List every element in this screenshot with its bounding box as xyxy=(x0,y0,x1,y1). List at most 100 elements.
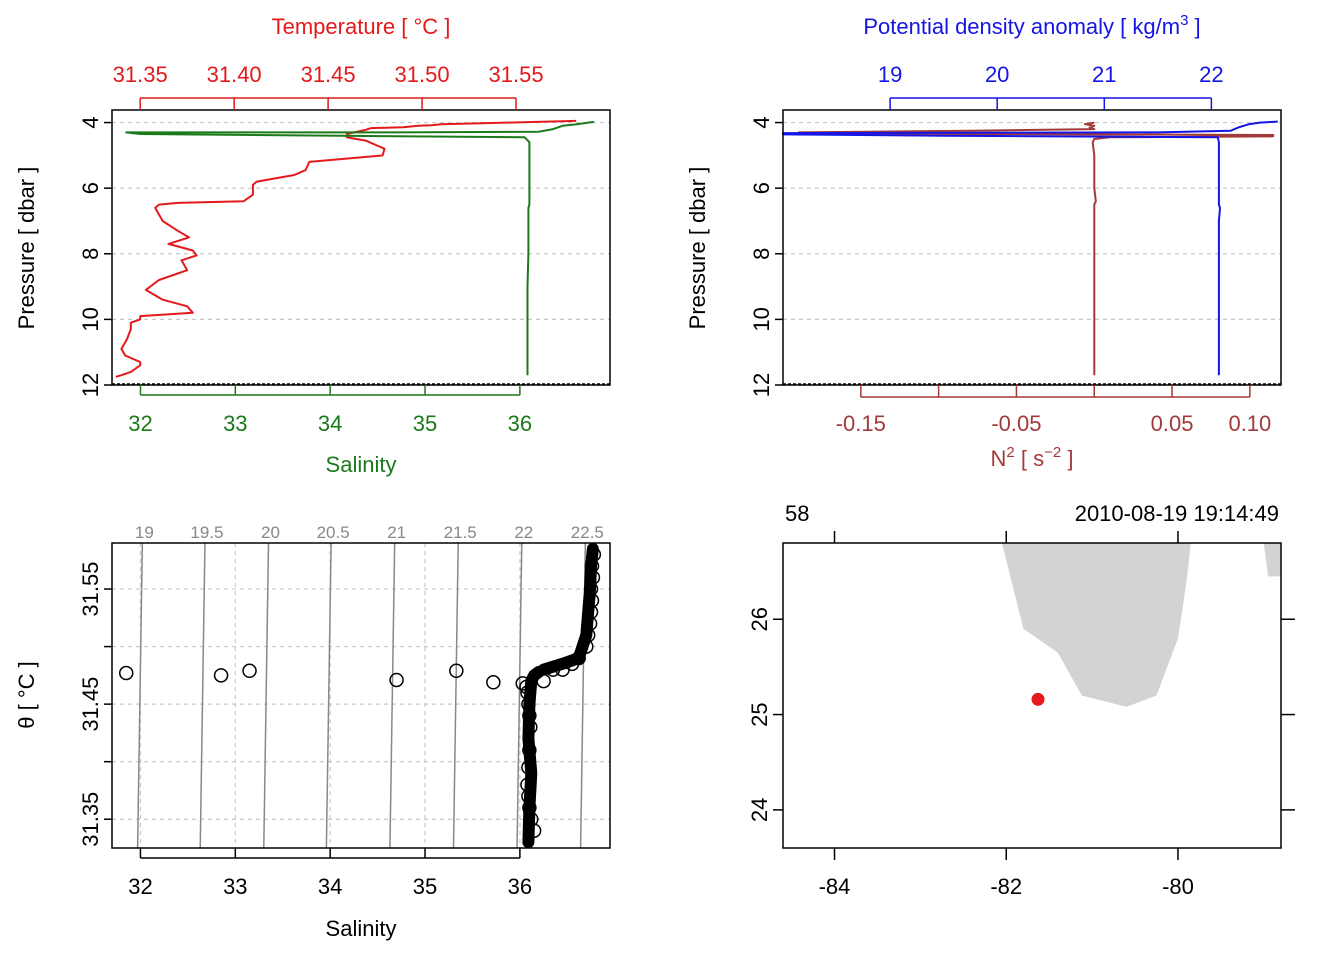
ts-salinity-tick-label: 36 xyxy=(508,874,532,899)
panel1-grid xyxy=(112,121,610,386)
pressure-tick-label: 12 xyxy=(78,373,103,397)
panel2-frame xyxy=(782,109,1282,386)
density-axis-title: Potential density anomaly [ kg/m3 ] xyxy=(863,12,1200,39)
isopycnal-label: 20.5 xyxy=(317,523,350,542)
salinity-tick-label: 33 xyxy=(223,411,247,436)
ts-salinity-tick-label: 32 xyxy=(128,874,152,899)
n2-tick-label: 0.10 xyxy=(1228,411,1271,436)
panel3-axes: 32 33 34 35 36 31.35 31.45 31.55 xyxy=(78,562,532,899)
ts-salinity-tick-label: 33 xyxy=(223,874,247,899)
panel3-frame xyxy=(111,542,611,849)
salinity-tick-label: 34 xyxy=(318,411,342,436)
land-polygon xyxy=(1001,543,1191,707)
latitude-tick-label: 25 xyxy=(747,702,772,726)
panel1-frame xyxy=(111,109,611,386)
ts-point xyxy=(242,663,257,679)
pressure-tick-label: 6 xyxy=(749,182,774,194)
panel-station-map: -84 -82 -80 24 25 26 58 2010-08-19 19:14:49 xyxy=(747,501,1295,899)
station-marker xyxy=(1031,692,1045,706)
ts-salinity-tick-label: 35 xyxy=(413,874,437,899)
pressure-tick-label: 8 xyxy=(749,248,774,260)
salinity-tick-label: 35 xyxy=(413,411,437,436)
longitude-tick-label: -82 xyxy=(990,874,1022,899)
isopycnal-label: 21.5 xyxy=(444,523,477,542)
temperature-tick-label: 31.45 xyxy=(301,62,356,87)
density-tick-label: 21 xyxy=(1092,62,1116,87)
isopycnal-label: 20 xyxy=(261,523,280,542)
station-time-label: 2010-08-19 19:14:49 xyxy=(1075,501,1279,526)
density-profile-line xyxy=(782,120,1278,376)
temperature-tick-label: 31.55 xyxy=(489,62,544,87)
panel-ts-diagram: 19 19.5 20 20.5 21 21.5 22 22.5 32 33 34 35 36 31.35… xyxy=(14,523,611,941)
pressure-axis-title: Pressure [ dbar ] xyxy=(14,167,39,330)
ts-point xyxy=(486,675,501,690)
latitude-tick-label: 24 xyxy=(747,798,772,822)
ts-theta-tick-label: 31.55 xyxy=(78,562,103,617)
panel-temperature-salinity: 4 6 8 10 12 31.35 31.40 31.45 31.50 31.55 32 33 34 35… xyxy=(14,14,611,477)
pressure-tick-label: 4 xyxy=(749,116,774,128)
pressure-tick-label: 12 xyxy=(749,373,774,397)
isopycnal-label: 19 xyxy=(135,523,154,542)
pressure-tick-label: 6 xyxy=(78,182,103,194)
panel4-axes: -84 -82 -80 24 25 26 xyxy=(747,531,1295,899)
pressure-tick-label: 8 xyxy=(78,248,103,260)
panel1-data xyxy=(112,119,610,385)
temperature-tick-label: 31.35 xyxy=(113,62,168,87)
n2-profile-line xyxy=(797,121,1275,376)
panel3-data xyxy=(118,542,602,849)
longitude-tick-label: -80 xyxy=(1162,874,1194,899)
panel2-grid xyxy=(783,121,1281,386)
isopycnal-label: 21 xyxy=(387,523,406,542)
isopycnal-line xyxy=(452,542,459,849)
isopycnal-label: 22.5 xyxy=(571,523,604,542)
density-tick-label: 19 xyxy=(878,62,902,87)
ts-point xyxy=(213,668,229,683)
salinity-tick-label: 32 xyxy=(128,411,152,436)
ts-salinity-title: Salinity xyxy=(326,916,397,941)
isopycnal-line xyxy=(136,542,144,849)
isopycnal-label: 22 xyxy=(514,523,533,542)
longitude-tick-label: -84 xyxy=(819,874,851,899)
panel4-data xyxy=(1001,543,1281,707)
land-polygon xyxy=(1263,543,1281,577)
pressure-tick-label: 10 xyxy=(749,307,774,331)
density-tick-label: 20 xyxy=(985,62,1009,87)
isopycnal-line xyxy=(199,542,206,849)
pressure-tick-label: 4 xyxy=(78,116,103,128)
isopycnal-line xyxy=(263,542,270,849)
n2-tick-label: -0.15 xyxy=(836,411,886,436)
n2-tick-label: 0.05 xyxy=(1151,411,1194,436)
isopycnal-line xyxy=(389,542,396,849)
ts-salinity-tick-label: 34 xyxy=(318,874,342,899)
temperature-tick-label: 31.50 xyxy=(395,62,450,87)
ts-dense-cluster xyxy=(537,542,599,676)
ts-theta-tick-label: 31.45 xyxy=(78,677,103,732)
n2-tick-label: -0.05 xyxy=(991,411,1041,436)
isopycnal-line xyxy=(516,542,523,849)
panel1-axes: 4 6 8 10 12 31.35 31.40 31.45 31.50 31.55 32 33 34 35… xyxy=(78,62,544,436)
pressure-axis-title-2: Pressure [ dbar ] xyxy=(685,167,710,330)
isopycnal-line xyxy=(325,542,332,849)
panel2-axes: 4 6 8 10 12 19 20 21 22 -0.15 -0.05 0.05 0.10 xyxy=(749,62,1271,436)
salinity-axis-title: Salinity xyxy=(326,452,397,477)
salinity-tick-label: 36 xyxy=(508,411,532,436)
density-tick-label: 22 xyxy=(1199,62,1223,87)
ts-dense-cluster xyxy=(522,665,545,849)
panel4-frame xyxy=(782,542,1282,849)
panel2-data xyxy=(782,120,1281,385)
pressure-tick-label: 10 xyxy=(78,307,103,331)
latitude-tick-label: 26 xyxy=(747,607,772,631)
temperature-profile-line xyxy=(115,119,577,378)
temperature-tick-label: 31.40 xyxy=(207,62,262,87)
n2-axis-title: N2 [ s−2 ] xyxy=(991,444,1074,471)
salinity-profile-line xyxy=(125,120,595,376)
isopycnal-label: 19.5 xyxy=(190,523,223,542)
ts-point xyxy=(118,665,134,681)
panel-density-n2: 4 6 8 10 12 19 20 21 22 -0.15 -0.05 0.05 0.10 Potent… xyxy=(685,12,1282,471)
station-number-label: 58 xyxy=(785,501,809,526)
ts-point xyxy=(449,663,464,679)
ts-theta-title: θ [ °C ] xyxy=(14,661,39,728)
ts-theta-tick-label: 31.35 xyxy=(78,792,103,847)
temperature-axis-title: Temperature [ °C ] xyxy=(272,14,451,39)
